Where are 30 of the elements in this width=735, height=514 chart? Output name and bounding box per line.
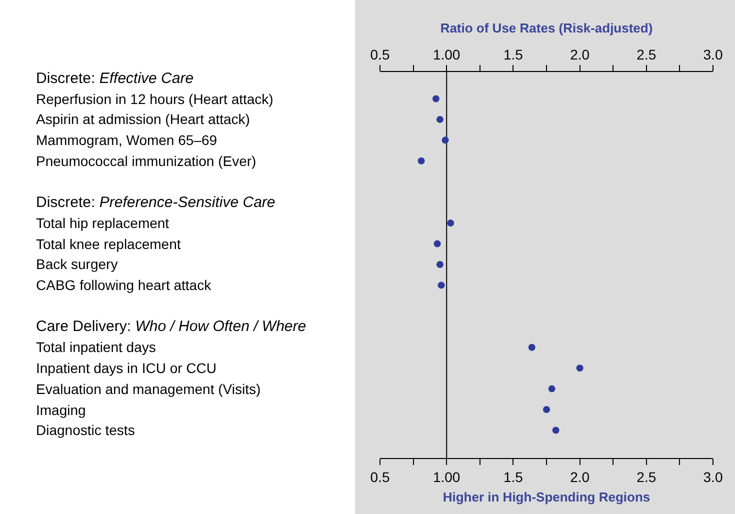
y-tick-label: Aspirin at admission (Heart attack) <box>36 111 250 127</box>
y-tick-label: Pneumococcal immunization (Ever) <box>36 153 256 169</box>
x2-tick-label: 2.5 <box>636 468 656 485</box>
x2-tick-label: 1.00 <box>432 468 460 485</box>
x-tick-label: 2.5 <box>636 46 656 62</box>
x2-tick-label: 3.0 <box>703 468 723 485</box>
y-tick-label: CABG following heart attack <box>36 277 212 293</box>
y-tick-label: Total inpatient days <box>36 339 156 355</box>
y-tick-label: Mammogram, Women 65–69 <box>36 132 218 148</box>
y-tick-label: Imaging <box>36 402 86 418</box>
x-axis-title: Higher in High-Spending Regions <box>442 489 650 504</box>
y-tick-label: Diagnostic tests <box>36 422 135 438</box>
y-tick-label: Back surgery <box>36 256 118 272</box>
y-tick-label: Inpatient days in ICU or CCU <box>36 360 217 376</box>
x-tick-label: 0.5 <box>370 46 390 62</box>
x-tick-label: 1.00 <box>432 46 460 62</box>
x-tick-label: 2.0 <box>570 46 590 62</box>
x2-tick-label: 0.5 <box>370 468 390 485</box>
y-tick-label: Total knee replacement <box>36 236 181 252</box>
x-tick-label: 3.0 <box>703 46 723 62</box>
y-tick-label: Reperfusion in 12 hours (Heart attack) <box>36 91 274 107</box>
y-tick-label: Discrete: Effective Care <box>36 70 194 87</box>
x2-tick-label: 1.5 <box>503 468 524 485</box>
y-tick-label: Discrete: Preference-Sensitive Care <box>36 194 276 211</box>
x2-axis-title: Ratio of Use Rates (Risk-adjusted) <box>440 20 653 36</box>
x-tick-label: 1.5 <box>503 46 524 62</box>
y-tick-label: Total hip replacement <box>36 215 170 231</box>
y-tick-label: Care Delivery: Who / How Often / Where <box>36 318 306 335</box>
x2-tick-label: 2.0 <box>570 468 590 485</box>
y-tick-label: Evaluation and management (Visits) <box>36 381 261 397</box>
